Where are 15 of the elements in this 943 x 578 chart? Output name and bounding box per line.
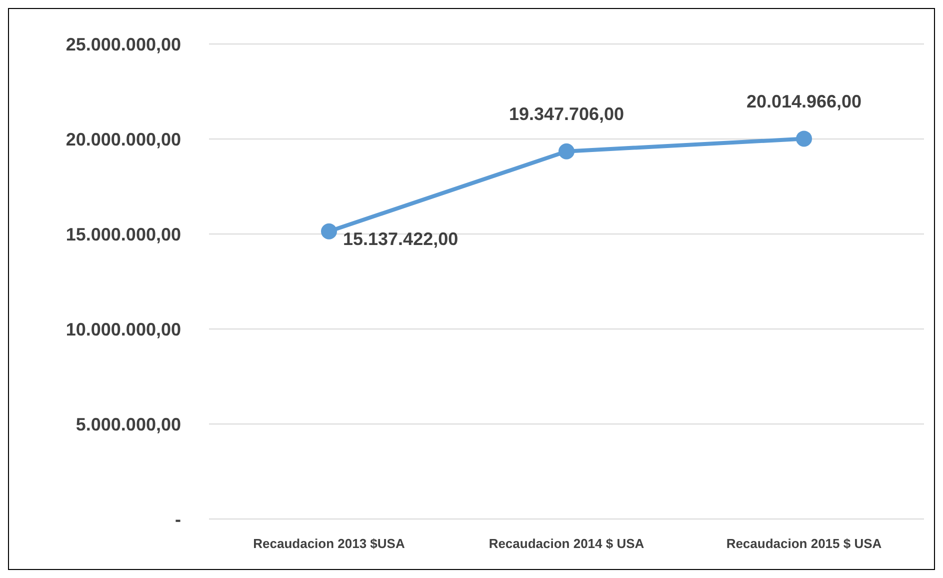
data-label: 15.137.422,00	[343, 229, 458, 250]
y-tick-label: 15.000.000,00	[66, 224, 181, 244]
y-tick-label: 25.000.000,00	[66, 34, 181, 54]
data-label: 20.014.966,00	[746, 91, 862, 112]
x-tick-label: Recaudacion 2014 $ USA	[488, 536, 645, 552]
y-tick-label: 5.000.000,00	[76, 414, 181, 434]
point	[558, 143, 574, 160]
y-tick-label: 10.000.000,00	[66, 319, 181, 340]
x-tick-label: Recaudacion 2015 $ USA	[726, 536, 882, 552]
x-tick-label: Recaudacion 2013 $USA	[253, 536, 406, 552]
point	[321, 223, 337, 240]
y-tick-label: -	[175, 509, 181, 530]
data-label: 19.347.706,00	[508, 104, 624, 124]
y-tick-label: 20.000.000,00	[66, 129, 181, 150]
point	[796, 130, 812, 147]
